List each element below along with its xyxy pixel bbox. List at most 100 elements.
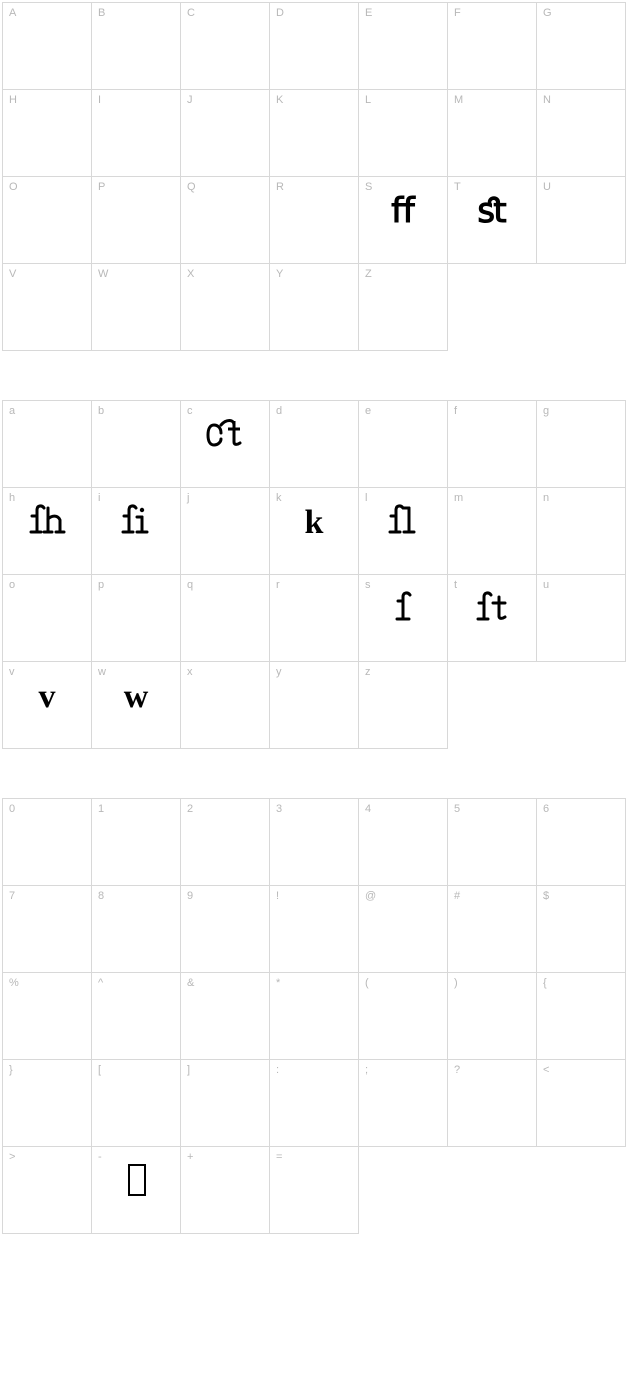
glyph-cell: 8 <box>91 885 181 973</box>
glyph-cell: b <box>91 400 181 488</box>
glyph-cell: X <box>180 263 270 351</box>
glyph-cell: R <box>269 176 359 264</box>
cell-label: ( <box>365 977 369 989</box>
cell-glyph-ct <box>181 415 271 465</box>
glyph-cell: K <box>269 89 359 177</box>
cell-glyph: v <box>3 680 91 714</box>
glyph-cell: q <box>180 574 270 662</box>
glyph-cell: F <box>447 2 537 90</box>
cell-label: $ <box>543 890 549 902</box>
glyph-cell: kk <box>269 487 359 575</box>
glyph-cell: Sﬀ <box>358 176 448 264</box>
glyph-cell: r <box>269 574 359 662</box>
cell-label: m <box>454 492 463 504</box>
cell-label: 3 <box>276 803 282 815</box>
cell-label: U <box>543 181 551 193</box>
glyph-cell: A <box>2 2 92 90</box>
glyph-cell: x <box>180 661 270 749</box>
glyph-cell: H <box>2 89 92 177</box>
cell-label: & <box>187 977 194 989</box>
glyph-cell: * <box>269 972 359 1060</box>
cell-label: % <box>9 977 19 989</box>
cell-label: @ <box>365 890 376 902</box>
cell-label: ! <box>276 890 279 902</box>
other-section: 0123456789!@#$%^&*(){}[]:;?<>-+= <box>2 798 638 1233</box>
glyph-cell: I <box>91 89 181 177</box>
glyph-cell: y <box>269 661 359 749</box>
glyph-cell: l <box>358 487 448 575</box>
cell-label: Q <box>187 181 196 193</box>
cell-label: F <box>454 7 461 19</box>
glyph-cell: N <box>536 89 626 177</box>
glyph-cell: L <box>358 89 448 177</box>
glyph-cell: ( <box>358 972 448 1060</box>
glyph-cell: ] <box>180 1059 270 1147</box>
cell-label: P <box>98 181 105 193</box>
glyph-cell: J <box>180 89 270 177</box>
glyph-cell: ww <box>91 661 181 749</box>
glyph-cell: < <box>536 1059 626 1147</box>
glyph-cell: O <box>2 176 92 264</box>
cell-glyph: w <box>92 680 180 714</box>
glyph-cell: U <box>536 176 626 264</box>
cell-label: ] <box>187 1064 190 1076</box>
cell-label: Y <box>276 268 283 280</box>
cell-label: 2 <box>187 803 193 815</box>
glyph-cell: $ <box>536 885 626 973</box>
cell-glyph-st <box>448 589 538 639</box>
cell-label: R <box>276 181 284 193</box>
glyph-cell: - <box>91 1146 181 1234</box>
cell-label: ) <box>454 977 458 989</box>
cell-label: r <box>276 579 280 591</box>
glyph-cell: Tﬆ <box>447 176 537 264</box>
cell-label: M <box>454 94 463 106</box>
cell-label: I <box>98 94 101 106</box>
cell-label: v <box>9 666 15 678</box>
cell-label: ^ <box>98 977 103 989</box>
glyph-cell: 7 <box>2 885 92 973</box>
glyph-cell: p <box>91 574 181 662</box>
glyph-cell: 0 <box>2 798 92 886</box>
cell-label: 1 <box>98 803 104 815</box>
glyph-cell: # <box>447 885 537 973</box>
glyph-cell: s <box>358 574 448 662</box>
cell-label: o <box>9 579 15 591</box>
cell-label: X <box>187 268 194 280</box>
glyph-cell: [ <box>91 1059 181 1147</box>
glyph-cell: > <box>2 1146 92 1234</box>
cell-label: V <box>9 268 16 280</box>
glyph-cell: % <box>2 972 92 1060</box>
cell-label: G <box>543 7 552 19</box>
glyph-cell: M <box>447 89 537 177</box>
cell-label: H <box>9 94 17 106</box>
cell-label: j <box>187 492 189 504</box>
cell-label: w <box>98 666 106 678</box>
cell-label: N <box>543 94 551 106</box>
cell-label: u <box>543 579 549 591</box>
glyph-cell: ^ <box>91 972 181 1060</box>
glyph-cell: e <box>358 400 448 488</box>
cell-label: 7 <box>9 890 15 902</box>
glyph-cell: j <box>180 487 270 575</box>
glyph-cell: 9 <box>180 885 270 973</box>
cell-label: + <box>187 1151 193 1163</box>
cell-label: g <box>543 405 549 417</box>
cell-label: 8 <box>98 890 104 902</box>
glyph-cell: 5 <box>447 798 537 886</box>
cell-label: { <box>543 977 547 989</box>
cell-label: W <box>98 268 108 280</box>
glyph-cell: vv <box>2 661 92 749</box>
cell-label: z <box>365 666 371 678</box>
cell-label: > <box>9 1151 15 1163</box>
glyph-cell: h <box>2 487 92 575</box>
glyph-cell: ; <box>358 1059 448 1147</box>
glyph-cell: @ <box>358 885 448 973</box>
cell-label: 6 <box>543 803 549 815</box>
cell-label: E <box>365 7 372 19</box>
glyph-cell: z <box>358 661 448 749</box>
glyph-cell: i <box>91 487 181 575</box>
cell-glyph-sl <box>359 502 449 552</box>
glyph-cell: E <box>358 2 448 90</box>
glyph-cell: } <box>2 1059 92 1147</box>
cell-glyph-longs <box>359 589 449 639</box>
